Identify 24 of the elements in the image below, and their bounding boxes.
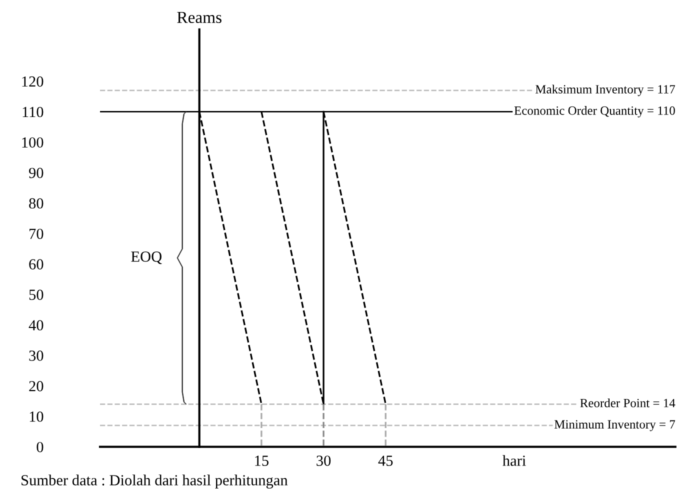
- annotation: EOQ: [131, 251, 162, 264]
- y-tick-label: 40: [28, 320, 44, 330]
- x-axis-title: hari: [502, 455, 526, 466]
- ref-line-label: Maksimum Inventory = 117: [536, 84, 676, 96]
- x-tick-label: 15: [255, 456, 268, 466]
- y-tick-label: 60: [29, 259, 44, 270]
- y-tick-label: 30: [29, 350, 44, 361]
- y-axis-title: Reams: [177, 12, 222, 24]
- y-tick-label: 10: [30, 411, 44, 422]
- y-tick-label: 110: [22, 106, 44, 118]
- y-tick-label: 20: [29, 381, 44, 392]
- ref-line-label: Minimum Inventory = 7: [554, 420, 676, 432]
- text: Sumber data : Diolah dari hasil perhitungan: [22, 474, 288, 489]
- y-tick-label: 50: [29, 290, 44, 300]
- ref-line-label: Economic Order Quantity = 110: [514, 106, 675, 118]
- y-tick-label: 90: [29, 168, 44, 178]
- y-tick-label: 70: [30, 228, 44, 240]
- y-tick-label: 80: [29, 198, 44, 209]
- y-tick-label: 100: [22, 137, 44, 148]
- ref-line-label: Reorder Point = 14: [580, 398, 676, 408]
- y-tick-label: 120: [22, 76, 44, 87]
- y-tick-label: 0: [36, 442, 44, 452]
- x-tick-label: 30: [316, 456, 331, 466]
- x-tick-label: 45: [378, 456, 393, 466]
